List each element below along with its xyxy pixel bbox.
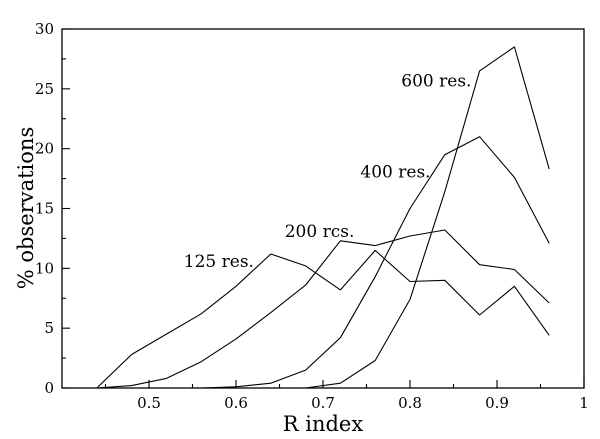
- series-label-125-res: 125 res.: [184, 252, 254, 272]
- y-tick-label: 20: [35, 140, 54, 158]
- y-tick-label: 0: [44, 379, 54, 397]
- series-label-400-res: 400 res.: [360, 162, 430, 182]
- series-line-600-res: [96, 46, 550, 389]
- y-tick-label: 30: [35, 20, 54, 38]
- y-tick-label: 5: [44, 319, 54, 337]
- series-layer: [96, 46, 550, 389]
- x-tick-label: 0.9: [485, 394, 509, 412]
- x-tick-label: 0.6: [224, 394, 248, 412]
- plot-frame: [61, 28, 585, 389]
- x-tick-label: 0.5: [137, 394, 161, 412]
- series-label-600-res: 600 res.: [401, 71, 471, 91]
- x-axis-label: R index: [283, 412, 364, 436]
- series-label-200-res: 200 rcs.: [285, 222, 355, 242]
- y-tick-label: 15: [35, 200, 54, 218]
- y-tick-label: 10: [35, 259, 54, 277]
- series-line-200-res: [96, 229, 550, 389]
- x-tick-label: 0.8: [398, 394, 422, 412]
- x-tick-label: 1: [579, 394, 589, 412]
- series-line-125-res: [96, 249, 550, 389]
- x-tick-label: 0.7: [311, 394, 335, 412]
- annotation-layer: 125 res. 200 rcs. 400 res. 600 res.: [184, 71, 472, 272]
- y-axis-label: % observations: [14, 127, 38, 289]
- y-tick-label: 25: [35, 80, 54, 98]
